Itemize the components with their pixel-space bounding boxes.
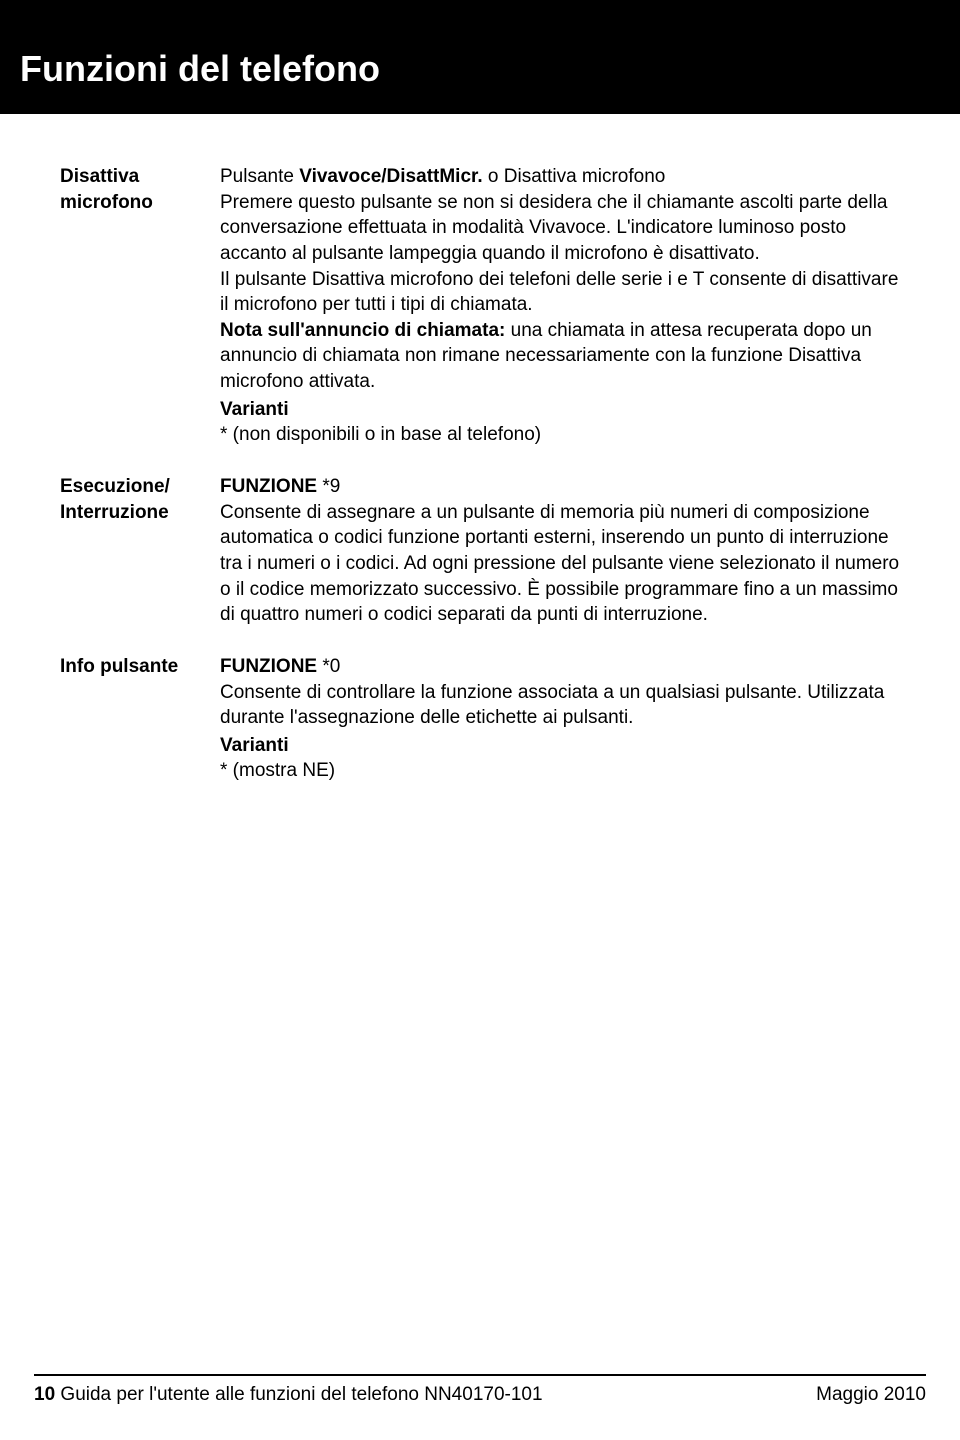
footer-rule — [34, 1374, 926, 1376]
text: Pulsante — [220, 166, 299, 187]
description: FUNZIONE *0 Consente di controllare la f… — [220, 654, 900, 784]
varianti-text: * (mostra NE) — [220, 758, 900, 784]
document-page: Funzioni del telefono Disattiva microfon… — [0, 0, 960, 1440]
footer-left: 10 Guida per l'utente alle funzioni del … — [34, 1384, 543, 1406]
text: *0 — [317, 656, 340, 677]
paragraph: Premere questo pulsante se non si deside… — [220, 190, 900, 267]
varianti-heading: Varianti — [220, 397, 900, 423]
term-line: Info pulsante — [60, 656, 178, 677]
content-area: Disattiva microfono Pulsante Vivavoce/Di… — [0, 114, 960, 1440]
term-label: Info pulsante — [60, 654, 220, 784]
term-line: microfono — [60, 192, 153, 213]
varianti-text: * (non disponibili o in base al telefono… — [220, 422, 900, 448]
term-label: Disattiva microfono — [60, 164, 220, 448]
footer-date: Maggio 2010 — [816, 1384, 926, 1406]
footer-doc-title: Guida per l'utente alle funzioni del tel… — [55, 1384, 542, 1405]
lead-line: FUNZIONE *9 — [220, 474, 900, 500]
bold-text: FUNZIONE — [220, 476, 317, 497]
page-footer: 10 Guida per l'utente alle funzioni del … — [0, 1374, 960, 1406]
paragraph: Consente di controllare la funzione asso… — [220, 680, 900, 731]
term-line: Esecuzione/ — [60, 476, 170, 497]
paragraph: Il pulsante Disattiva microfono dei tele… — [220, 267, 900, 318]
note: Nota sull'annuncio di chiamata: una chia… — [220, 318, 900, 395]
page-number: 10 — [34, 1384, 55, 1405]
text: o Disattiva microfono — [483, 166, 666, 187]
title-bar: Funzioni del telefono — [0, 0, 960, 114]
paragraph: Consente di assegnare a un pulsante di m… — [220, 500, 900, 628]
lead-line: FUNZIONE *0 — [220, 654, 900, 680]
footer-line: 10 Guida per l'utente alle funzioni del … — [34, 1384, 926, 1406]
page-title: Funzioni del telefono — [20, 48, 940, 90]
bold-text: FUNZIONE — [220, 656, 317, 677]
lead-line: Pulsante Vivavoce/DisattMicr. o Disattiv… — [220, 164, 900, 190]
term-line: Interruzione — [60, 502, 169, 523]
bold-text: Nota sull'annuncio di chiamata: — [220, 320, 505, 341]
entry-esecuzione-interruzione: Esecuzione/ Interruzione FUNZIONE *9 Con… — [60, 474, 900, 628]
term-line: Disattiva — [60, 166, 139, 187]
bold-text: Vivavoce/DisattMicr. — [299, 166, 482, 187]
text: *9 — [317, 476, 340, 497]
description: Pulsante Vivavoce/DisattMicr. o Disattiv… — [220, 164, 900, 448]
entry-disattiva-microfono: Disattiva microfono Pulsante Vivavoce/Di… — [60, 164, 900, 448]
varianti-heading: Varianti — [220, 733, 900, 759]
term-label: Esecuzione/ Interruzione — [60, 474, 220, 628]
description: FUNZIONE *9 Consente di assegnare a un p… — [220, 474, 900, 628]
entry-info-pulsante: Info pulsante FUNZIONE *0 Consente di co… — [60, 654, 900, 784]
